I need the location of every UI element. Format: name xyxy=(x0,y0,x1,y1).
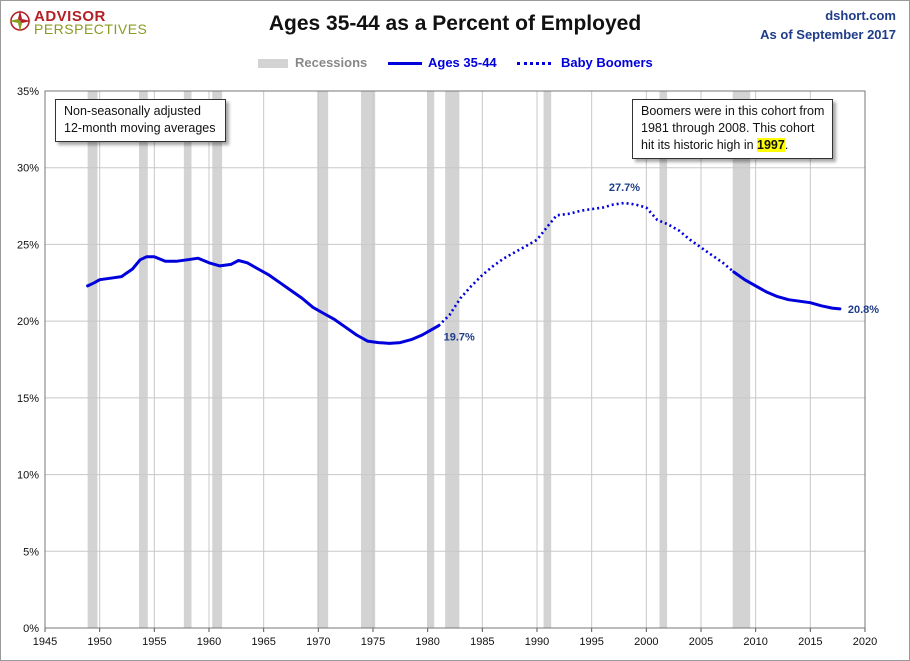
note-boomers-highlight-year: 1997 xyxy=(757,138,785,152)
legend-item-boomers: Baby Boomers xyxy=(517,54,667,72)
legend-swatch-boomers xyxy=(517,62,551,65)
recession-band-10 xyxy=(732,91,751,628)
note-methodology: Non-seasonally adjusted 12-month moving … xyxy=(55,99,227,142)
data-label-1: 27.7% xyxy=(609,182,640,194)
data-label-0: 19.7% xyxy=(444,332,475,344)
legend-label-boomers: Baby Boomers xyxy=(561,55,653,70)
y-tick-label-35: 35% xyxy=(17,86,39,98)
chart-legend: Recessions Ages 35-44 Baby Boomers xyxy=(0,54,910,72)
plot-area-border xyxy=(44,90,866,629)
advisor-perspectives-logo[interactable]: ADVISOR PERSPECTIVES xyxy=(8,6,148,38)
recession-band-2 xyxy=(183,91,192,628)
note-methodology-line2: 12-month moving averages xyxy=(64,121,216,135)
recession-band-9 xyxy=(659,91,668,628)
logo-text-bottom: PERSPECTIVES xyxy=(34,21,148,37)
note-methodology-line1: Non-seasonally adjusted xyxy=(64,104,201,118)
logo-text-top: ADVISOR xyxy=(34,8,106,25)
recession-band-7 xyxy=(445,91,460,628)
x-tick-label-1985: 1985 xyxy=(470,636,494,648)
y-tick-label-10: 10% xyxy=(17,470,39,482)
note-boomers-line2: 1981 through 2008. This cohort xyxy=(641,121,815,135)
y-tick-label-20: 20% xyxy=(17,316,39,328)
note-boomers: Boomers were in this cohort from 1981 th… xyxy=(632,99,834,159)
recession-band-5 xyxy=(360,91,376,628)
as-of-date: As of September 2017 xyxy=(760,27,896,42)
note-boomers-line3-post: . xyxy=(784,138,789,152)
legend-label-ages: Ages 35-44 xyxy=(428,55,497,70)
note-boomers-line1: Boomers were in this cohort from xyxy=(641,104,825,118)
x-tick-label-2015: 2015 xyxy=(798,636,822,648)
y-tick-label-30: 30% xyxy=(17,163,39,175)
note-boomers-line3-pre: hit its historic high in xyxy=(641,138,758,152)
recession-band-6 xyxy=(427,91,435,628)
x-tick-label-2000: 2000 xyxy=(634,636,658,648)
recession-band-3 xyxy=(212,91,223,628)
series-line-ages-35-44-2 xyxy=(732,270,842,311)
recession-band-1 xyxy=(139,91,148,628)
y-tick-label-0: 0% xyxy=(23,623,39,635)
x-tick-label-1960: 1960 xyxy=(197,636,221,648)
compass-icon xyxy=(9,10,31,32)
recession-band-0 xyxy=(87,91,98,628)
x-tick-label-2020: 2020 xyxy=(853,636,877,648)
recession-band-8 xyxy=(543,91,552,628)
y-tick-label-5: 5% xyxy=(23,546,39,558)
x-tick-label-1945: 1945 xyxy=(33,636,57,648)
note-boomers-line3: hit its historic high in 1997. xyxy=(641,137,824,154)
x-tick-label-2010: 2010 xyxy=(743,636,767,648)
x-tick-label-1995: 1995 xyxy=(579,636,603,648)
x-tick-label-1970: 1970 xyxy=(306,636,330,648)
series-line-baby-boomers-1 xyxy=(437,201,735,327)
x-tick-label-2005: 2005 xyxy=(689,636,713,648)
x-tick-label-1990: 1990 xyxy=(525,636,549,648)
legend-item-recessions: Recessions xyxy=(258,54,373,72)
recession-band-4 xyxy=(317,91,329,628)
x-tick-label-1955: 1955 xyxy=(142,636,166,648)
y-tick-label-15: 15% xyxy=(17,393,39,405)
x-tick-label-1950: 1950 xyxy=(87,636,111,648)
legend-swatch-recessions xyxy=(258,59,288,68)
source-block: dshort.com As of September 2017 xyxy=(760,6,896,44)
legend-item-ages: Ages 35-44 xyxy=(388,54,508,72)
data-label-2: 20.8% xyxy=(848,304,879,316)
source-link[interactable]: dshort.com xyxy=(825,8,896,23)
axes: 0% 5% 10% 15% 20% 25% 30% 35% 1945 1950 1955 1960 19… xyxy=(17,86,877,648)
series-lines xyxy=(86,201,842,345)
recession-bands xyxy=(87,91,751,628)
legend-label-recessions: Recessions xyxy=(295,55,368,70)
data-labels: 19.7% 27.7% 20.8% xyxy=(444,182,880,344)
legend-swatch-ages xyxy=(388,62,422,65)
x-tick-label-1965: 1965 xyxy=(251,636,275,648)
series-line-ages-35-44-0 xyxy=(86,255,441,345)
chart-title: Ages 35-44 as a Percent of Employed xyxy=(268,12,642,35)
y-tick-label-25: 25% xyxy=(17,239,39,251)
x-tick-label-1980: 1980 xyxy=(415,636,439,648)
x-tick-label-1975: 1975 xyxy=(361,636,385,648)
